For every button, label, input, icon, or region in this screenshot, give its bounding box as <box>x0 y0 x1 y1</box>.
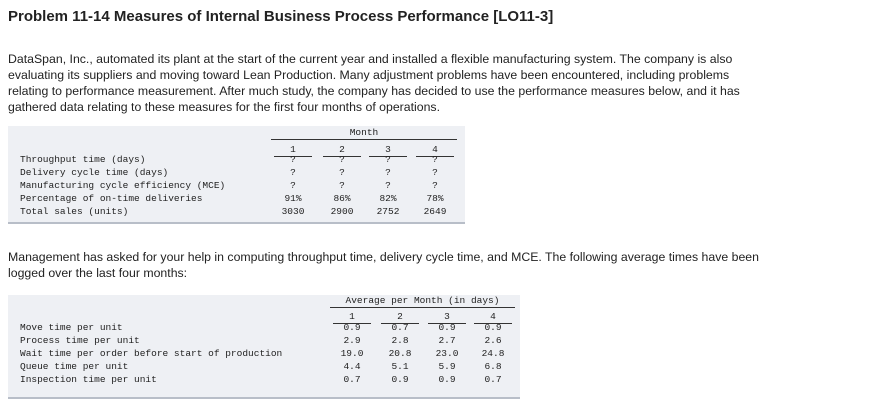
column-rule <box>323 156 361 157</box>
table-cell: 2752 <box>376 206 400 217</box>
table-cell: 23.0 <box>435 348 459 359</box>
table: Month 1 2 3 4 Throughput time (days)???? Deliv… <box>8 126 465 224</box>
table-cell: 20.8 <box>388 348 412 359</box>
table-cell: 5.1 <box>391 361 409 372</box>
column-rule <box>428 323 466 324</box>
table-cell: ? <box>290 180 296 191</box>
column-header: 1 <box>349 311 355 322</box>
table-cell: 2.9 <box>343 335 361 346</box>
column-rule <box>474 323 512 324</box>
row-label: Percentage of on-time deliveries <box>20 193 203 204</box>
header-rule <box>330 307 515 308</box>
table-cell: 2649 <box>423 206 447 217</box>
title: Problem 11-14 Measures of Internal Busin… <box>8 8 554 25</box>
table-cell: 0.7 <box>343 374 361 385</box>
row-label: Delivery cycle time (days) <box>20 167 169 178</box>
header-rule <box>271 139 457 140</box>
row-label: Move time per unit <box>20 322 123 333</box>
table-cell: 2900 <box>330 206 354 217</box>
paragraph: Management has asked for your help in co… <box>8 250 759 280</box>
table-cell: 91% <box>284 193 302 204</box>
row-label: Inspection time per unit <box>20 374 157 385</box>
table-cell: 2.7 <box>438 335 456 346</box>
column-header: 4 <box>432 144 438 155</box>
row-label: Manufacturing cycle efficiency (MCE) <box>20 180 226 191</box>
table-cell: 0.9 <box>484 322 502 333</box>
paragraph: DataSpan, Inc., automated its plant at t… <box>8 52 740 114</box>
table-cell: 0.9 <box>391 374 409 385</box>
column-header: 2 <box>339 144 345 155</box>
table-cell: 0.9 <box>438 374 456 385</box>
table-cell: 0.9 <box>438 322 456 333</box>
column-rule <box>369 156 407 157</box>
table-cell: 0.9 <box>343 322 361 333</box>
table-cell: ? <box>339 180 345 191</box>
column-header: 3 <box>385 144 391 155</box>
table-cell: 19.0 <box>340 348 364 359</box>
table-cell: 2.6 <box>484 335 502 346</box>
row-label: Total sales (units) <box>20 206 129 217</box>
column-header: 3 <box>444 311 450 322</box>
column-header: 2 <box>397 311 403 322</box>
table: Average per Month (in days) 1 2 3 4 Move time… <box>8 295 520 399</box>
column-header: 4 <box>490 311 496 322</box>
table-cell: 6.8 <box>484 361 502 372</box>
column-header: 1 <box>290 144 296 155</box>
table-cell: ? <box>339 154 345 165</box>
table-cell: 2.8 <box>391 335 409 346</box>
table-cell: ? <box>385 180 391 191</box>
table-cell: 0.7 <box>484 374 502 385</box>
column-rule <box>381 323 419 324</box>
group-header: Month <box>349 127 379 138</box>
row-label: Throughput time (days) <box>20 154 146 165</box>
table-cell: ? <box>385 154 391 165</box>
group-header: Average per Month (in days) <box>345 295 500 306</box>
table-cell: 4.4 <box>343 361 361 372</box>
table-cell: 78% <box>426 193 444 204</box>
table-cell: 3030 <box>281 206 305 217</box>
table-cell: 0.7 <box>391 322 409 333</box>
table-cell: ? <box>385 167 391 178</box>
row-label: Queue time per unit <box>20 361 129 372</box>
table-cell: 5.9 <box>438 361 456 372</box>
table-cell: ? <box>432 154 438 165</box>
table-cell: ? <box>432 167 438 178</box>
column-rule <box>416 156 454 157</box>
table-cell: 86% <box>333 193 351 204</box>
table-cell: 24.8 <box>481 348 505 359</box>
table-cell: 82% <box>379 193 397 204</box>
table-cell: ? <box>290 167 296 178</box>
column-rule <box>333 323 371 324</box>
column-rule <box>274 156 312 157</box>
row-label: Wait time per order before start of prod… <box>20 348 283 359</box>
table-cell: ? <box>290 154 296 165</box>
table-cell: ? <box>432 180 438 191</box>
row-label: Process time per unit <box>20 335 140 346</box>
table-cell: ? <box>339 167 345 178</box>
